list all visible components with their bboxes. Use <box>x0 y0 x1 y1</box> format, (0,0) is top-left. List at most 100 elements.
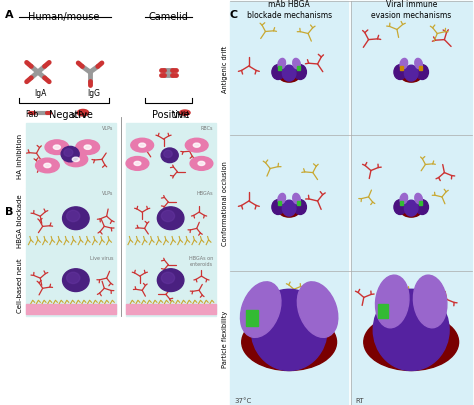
Bar <box>126 253 216 316</box>
Text: VLPs: VLPs <box>102 190 114 195</box>
Ellipse shape <box>272 66 284 80</box>
Ellipse shape <box>44 164 51 168</box>
Ellipse shape <box>416 66 428 80</box>
Text: Cell-based neut: Cell-based neut <box>17 257 23 312</box>
Ellipse shape <box>394 200 406 215</box>
Text: A: A <box>5 10 13 20</box>
Circle shape <box>157 207 184 230</box>
Bar <box>351 2 472 136</box>
Text: HA inhibition: HA inhibition <box>17 133 23 179</box>
Ellipse shape <box>131 139 154 153</box>
Text: Fab: Fab <box>26 110 39 119</box>
Ellipse shape <box>72 158 80 162</box>
Text: mAb HBGA
blockade mechanisms: mAb HBGA blockade mechanisms <box>246 0 332 20</box>
Text: IgA: IgA <box>34 89 46 98</box>
Bar <box>26 188 116 253</box>
Bar <box>246 310 258 326</box>
Text: 37°C: 37°C <box>235 397 252 403</box>
Text: VHH: VHH <box>173 111 190 120</box>
Text: RT: RT <box>356 397 364 403</box>
Ellipse shape <box>416 200 428 215</box>
Circle shape <box>64 149 73 157</box>
Text: C: C <box>230 10 238 20</box>
Ellipse shape <box>251 290 327 371</box>
Text: HBGA blockade: HBGA blockade <box>17 194 23 247</box>
Ellipse shape <box>394 66 406 80</box>
Ellipse shape <box>185 139 208 153</box>
Circle shape <box>161 211 174 222</box>
Text: B: B <box>5 207 13 217</box>
Ellipse shape <box>64 153 88 167</box>
Bar <box>26 124 116 188</box>
Circle shape <box>161 273 174 284</box>
Ellipse shape <box>404 201 418 217</box>
Ellipse shape <box>401 206 421 217</box>
Ellipse shape <box>36 159 59 173</box>
Text: Particle flexibility: Particle flexibility <box>221 309 228 367</box>
Text: Live virus: Live virus <box>90 255 114 260</box>
Text: Antigenic drift: Antigenic drift <box>221 45 228 92</box>
Ellipse shape <box>400 194 408 205</box>
Bar <box>400 66 403 71</box>
Text: HBGAs: HBGAs <box>197 190 213 195</box>
Bar <box>297 201 300 205</box>
Ellipse shape <box>294 200 306 215</box>
Bar <box>230 271 348 405</box>
Bar <box>126 188 216 253</box>
Text: Positive: Positive <box>152 109 190 119</box>
Bar <box>126 304 216 314</box>
Ellipse shape <box>272 200 284 215</box>
Ellipse shape <box>293 194 301 205</box>
Ellipse shape <box>190 157 213 171</box>
Circle shape <box>61 147 79 162</box>
Ellipse shape <box>294 66 306 80</box>
Text: HBGAs on
enteroids: HBGAs on enteroids <box>189 255 213 266</box>
Ellipse shape <box>134 162 141 166</box>
Ellipse shape <box>198 162 205 166</box>
Text: Human/mouse: Human/mouse <box>28 12 100 22</box>
Text: Viral immune
evasion mechanisms: Viral immune evasion mechanisms <box>371 0 451 20</box>
Ellipse shape <box>400 59 408 70</box>
Text: Conformational occlusion: Conformational occlusion <box>221 161 228 246</box>
Ellipse shape <box>242 314 337 371</box>
Bar <box>419 201 422 205</box>
Text: IgG: IgG <box>88 89 100 98</box>
Bar <box>26 304 116 314</box>
Bar <box>26 253 116 316</box>
Ellipse shape <box>401 71 421 83</box>
Text: RBCs: RBCs <box>201 126 213 130</box>
Ellipse shape <box>193 144 200 148</box>
Ellipse shape <box>180 111 190 116</box>
Ellipse shape <box>283 201 296 217</box>
Ellipse shape <box>415 59 422 70</box>
Circle shape <box>164 151 172 158</box>
Text: VLPs: VLPs <box>102 126 114 130</box>
Ellipse shape <box>53 146 61 150</box>
Ellipse shape <box>76 141 100 155</box>
Text: Camelid: Camelid <box>148 12 188 22</box>
Ellipse shape <box>45 141 69 155</box>
Circle shape <box>161 149 178 163</box>
Text: Negative: Negative <box>49 109 93 119</box>
Bar <box>400 201 403 205</box>
Ellipse shape <box>297 282 338 337</box>
Ellipse shape <box>404 66 418 82</box>
Circle shape <box>63 269 89 292</box>
Ellipse shape <box>293 59 301 70</box>
Bar <box>419 66 422 71</box>
Ellipse shape <box>240 282 281 337</box>
Ellipse shape <box>375 275 409 328</box>
Bar <box>230 2 348 136</box>
Ellipse shape <box>413 275 447 328</box>
Bar <box>378 304 388 318</box>
Ellipse shape <box>126 157 149 171</box>
Circle shape <box>157 269 184 292</box>
Ellipse shape <box>279 206 299 217</box>
Ellipse shape <box>373 290 449 371</box>
Ellipse shape <box>77 110 89 117</box>
Bar <box>230 136 348 271</box>
Circle shape <box>66 273 80 284</box>
Ellipse shape <box>364 314 459 371</box>
Ellipse shape <box>278 59 285 70</box>
Ellipse shape <box>84 146 91 150</box>
